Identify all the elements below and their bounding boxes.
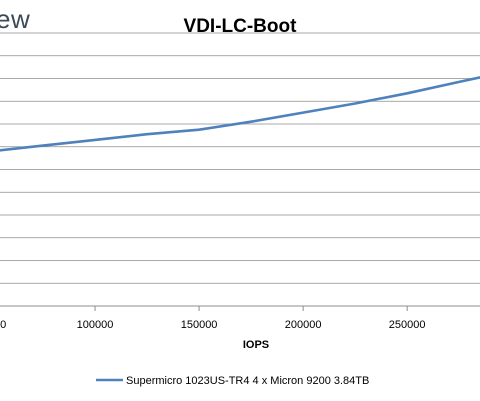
x-tick-label: 50000 bbox=[0, 319, 6, 331]
x-tick-label: 250000 bbox=[389, 319, 426, 331]
legend-label: Supermicro 1023US-TR4 4 x Micron 9200 3.… bbox=[126, 375, 369, 387]
legend: Supermicro 1023US-TR4 4 x Micron 9200 3.… bbox=[96, 375, 369, 387]
x-tick-label: 100000 bbox=[77, 319, 114, 331]
series-line bbox=[0, 76, 480, 152]
gridlines bbox=[0, 32, 480, 284]
x-axis-title: IOPS bbox=[243, 339, 269, 351]
brand-logo-text: ew bbox=[0, 4, 31, 34]
chart-title: VDI-LC-Boot bbox=[184, 16, 298, 37]
x-tick-label: 150000 bbox=[181, 319, 218, 331]
x-axis: 50000 100000 150000 200000 250000 bbox=[0, 305, 480, 331]
x-tick-label: 200000 bbox=[285, 319, 322, 331]
series-layer bbox=[0, 76, 480, 152]
